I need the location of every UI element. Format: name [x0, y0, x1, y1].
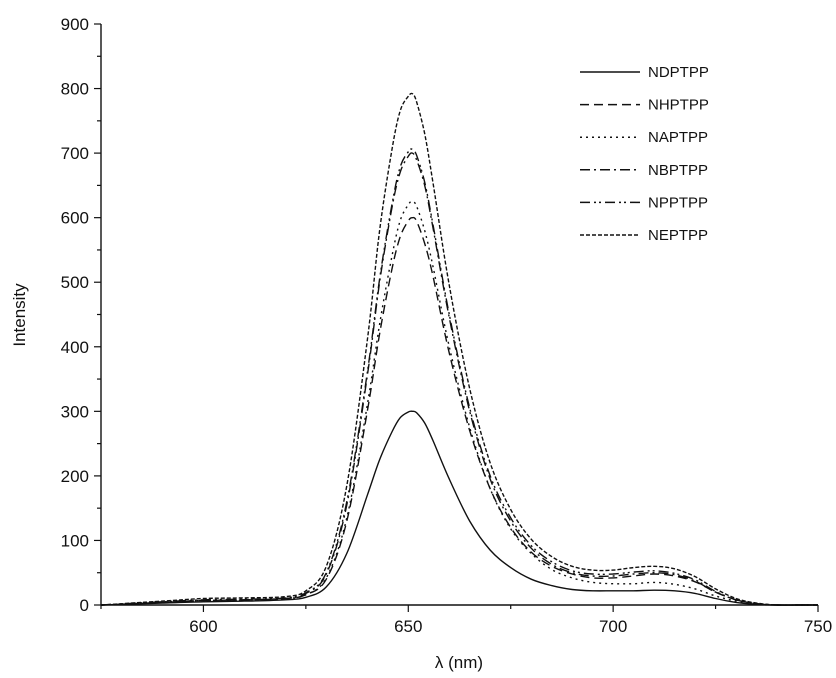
legend-label: NHPTPP — [648, 97, 709, 114]
y-tick-label: 500 — [61, 273, 89, 292]
series-group — [100, 92, 819, 606]
y-tick-label: 700 — [61, 144, 89, 163]
legend-label: NPPTPP — [648, 194, 708, 211]
y-tick-label: 0 — [80, 596, 89, 615]
y-tick-label: 600 — [61, 209, 89, 228]
legend-label: NEPTPP — [648, 227, 708, 244]
y-tick-label: 900 — [61, 15, 89, 34]
series-line-nbptpp — [100, 152, 819, 606]
series-line-nhptpp — [100, 216, 819, 606]
legend-label: NBPTPP — [648, 162, 708, 179]
y-ticks: 0 100 200 300 400 500 600 700 800 900 — [61, 15, 101, 615]
series-line-ndptpp — [100, 410, 819, 606]
series-line-neptpp — [100, 92, 819, 606]
y-tick-label: 300 — [61, 402, 89, 421]
y-tick-label: 100 — [61, 531, 89, 550]
series-line-naptpp — [100, 200, 819, 606]
legend-label: NAPTPP — [648, 129, 708, 146]
y-tick-label: 200 — [61, 467, 89, 486]
series-line-npptpp — [100, 148, 819, 606]
y-tick-label: 400 — [61, 338, 89, 357]
x-tick-label: 750 — [804, 617, 832, 636]
x-ticks: 600 650 700 750 — [100, 605, 832, 636]
x-tick-label: 700 — [599, 617, 627, 636]
x-tick-label: 600 — [189, 617, 217, 636]
legend: NDPTPP NHPTPP NAPTPP NBPTPP NPPTPP NEPTPP — [580, 64, 709, 244]
y-axis-label: Intensity — [10, 283, 29, 347]
legend-label: NDPTPP — [648, 64, 709, 81]
x-tick-label: 650 — [394, 617, 422, 636]
x-axis-label: λ (nm) — [435, 653, 483, 672]
y-tick-label: 800 — [61, 80, 89, 99]
